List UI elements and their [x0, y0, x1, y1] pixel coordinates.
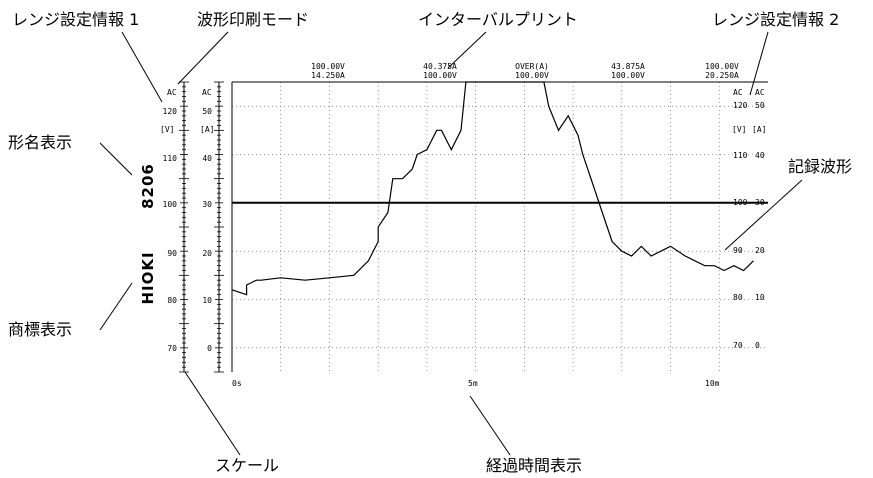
callout-model-display: 形名表示 [8, 133, 72, 152]
voltage-tick-label: 70 [167, 344, 177, 353]
chart-series [231, 81, 768, 296]
leader-recorded-waveform [724, 179, 803, 251]
interval-readouts: 100.00V 14.250A 40.375A 100.00V OVER(A) … [311, 62, 739, 80]
callout-interval-print: インターバルプリント [418, 10, 578, 29]
leader-lines [99, 31, 803, 456]
leader-elapsed-time-display [469, 395, 511, 456]
interval-readout-5-line1: 100.00V [705, 62, 739, 71]
leader-interval-print [447, 31, 487, 69]
voltage-tick-label: 90 [167, 249, 177, 258]
brand-block: HIOKI 8206 [139, 163, 157, 304]
print-mode-right-current: AC [755, 88, 765, 97]
right-voltage-tick-label: 80 [733, 293, 743, 302]
callout-trademark-display: 商標表示 [8, 320, 72, 339]
callout-range-info-1: レンジ設定情報 1 [12, 10, 139, 29]
interval-readout-5-line2: 20.250A [705, 71, 739, 80]
callout-scale: スケール [215, 456, 279, 475]
interval-readout-3-line1: OVER(A) [515, 62, 549, 71]
leader-model-display [99, 142, 133, 176]
chart-area [231, 81, 768, 372]
trademark-text: HIOKI [139, 251, 157, 304]
time-label-start: 0s [232, 379, 242, 388]
right-current-tick-label: 20 [755, 246, 765, 255]
print-mode-left-voltage: AC [167, 88, 177, 97]
time-label-end: 10m [705, 379, 720, 388]
voltage-tick-label: 110 [163, 154, 178, 163]
leader-scale [184, 371, 241, 456]
current-tick-label: 30 [202, 200, 212, 209]
right-voltage-tick-label: 90 [733, 246, 743, 255]
current-tick-label: 20 [202, 249, 212, 258]
chart-gridlines [232, 82, 768, 372]
leader-trademark-display [99, 282, 133, 331]
voltage-tick-label: 120 [163, 107, 178, 116]
current-tick-label: 10 [202, 296, 212, 305]
right-voltage-tick-label: 120 [733, 101, 748, 110]
current-tick-label: 50 [202, 107, 212, 116]
interval-readout-4-line1: 43.875A [611, 62, 645, 71]
current-tick-label: 0 [207, 344, 212, 353]
time-label-mid: 5m [468, 379, 478, 388]
callout-waveform-print-mode: 波形印刷モード [197, 10, 309, 29]
unit-voltage-right: [V] [732, 125, 746, 134]
voltage-tick-label: 100 [163, 200, 178, 209]
interval-readout-2-line1: 40.375A [423, 62, 457, 71]
interval-readout-1-line2: 14.250A [311, 71, 345, 80]
print-mode-right-voltage: AC [733, 88, 743, 97]
right-current-tick-label: 0 [755, 341, 760, 350]
leader-range-info-1 [121, 31, 163, 103]
callout-recorded-waveform: 記録波形 [788, 157, 852, 176]
leader-waveform-print-mode [177, 31, 229, 85]
right-current-tick-label: 50 [755, 101, 765, 110]
right-scale-labels: 120 110 100 90 80 70 50 40 30 20 10 0 [733, 101, 765, 350]
leader-range-info-2 [749, 31, 769, 96]
interval-readout-3-line2: 100.00V [515, 71, 549, 80]
right-voltage-tick-label: 70 [733, 341, 743, 350]
right-current-tick-label: 40 [755, 151, 765, 160]
left-scales: 120 110 100 90 80 70 50 40 30 20 10 0 [163, 81, 224, 373]
current-waveform [231, 81, 754, 296]
callout-range-info-2: レンジ設定情報 2 [712, 10, 839, 29]
unit-current-right: [A] [752, 125, 766, 134]
model-text: 8206 [139, 163, 157, 209]
interval-readout-1-line1: 100.00V [311, 62, 345, 71]
current-tick-label: 40 [202, 154, 212, 163]
print-mode-left-current: AC [202, 88, 212, 97]
scale-minor-ticks [179, 81, 224, 373]
unit-voltage-left: [V] [160, 125, 174, 134]
interval-readout-2-line2: 100.00V [423, 71, 457, 80]
right-voltage-tick-label: 110 [733, 151, 748, 160]
right-current-tick-label: 10 [755, 293, 765, 302]
unit-current-left: [A] [200, 125, 214, 134]
callout-elapsed-time-display: 経過時間表示 [486, 456, 582, 475]
voltage-tick-label: 80 [167, 296, 177, 305]
interval-readout-4-line2: 100.00V [611, 71, 645, 80]
